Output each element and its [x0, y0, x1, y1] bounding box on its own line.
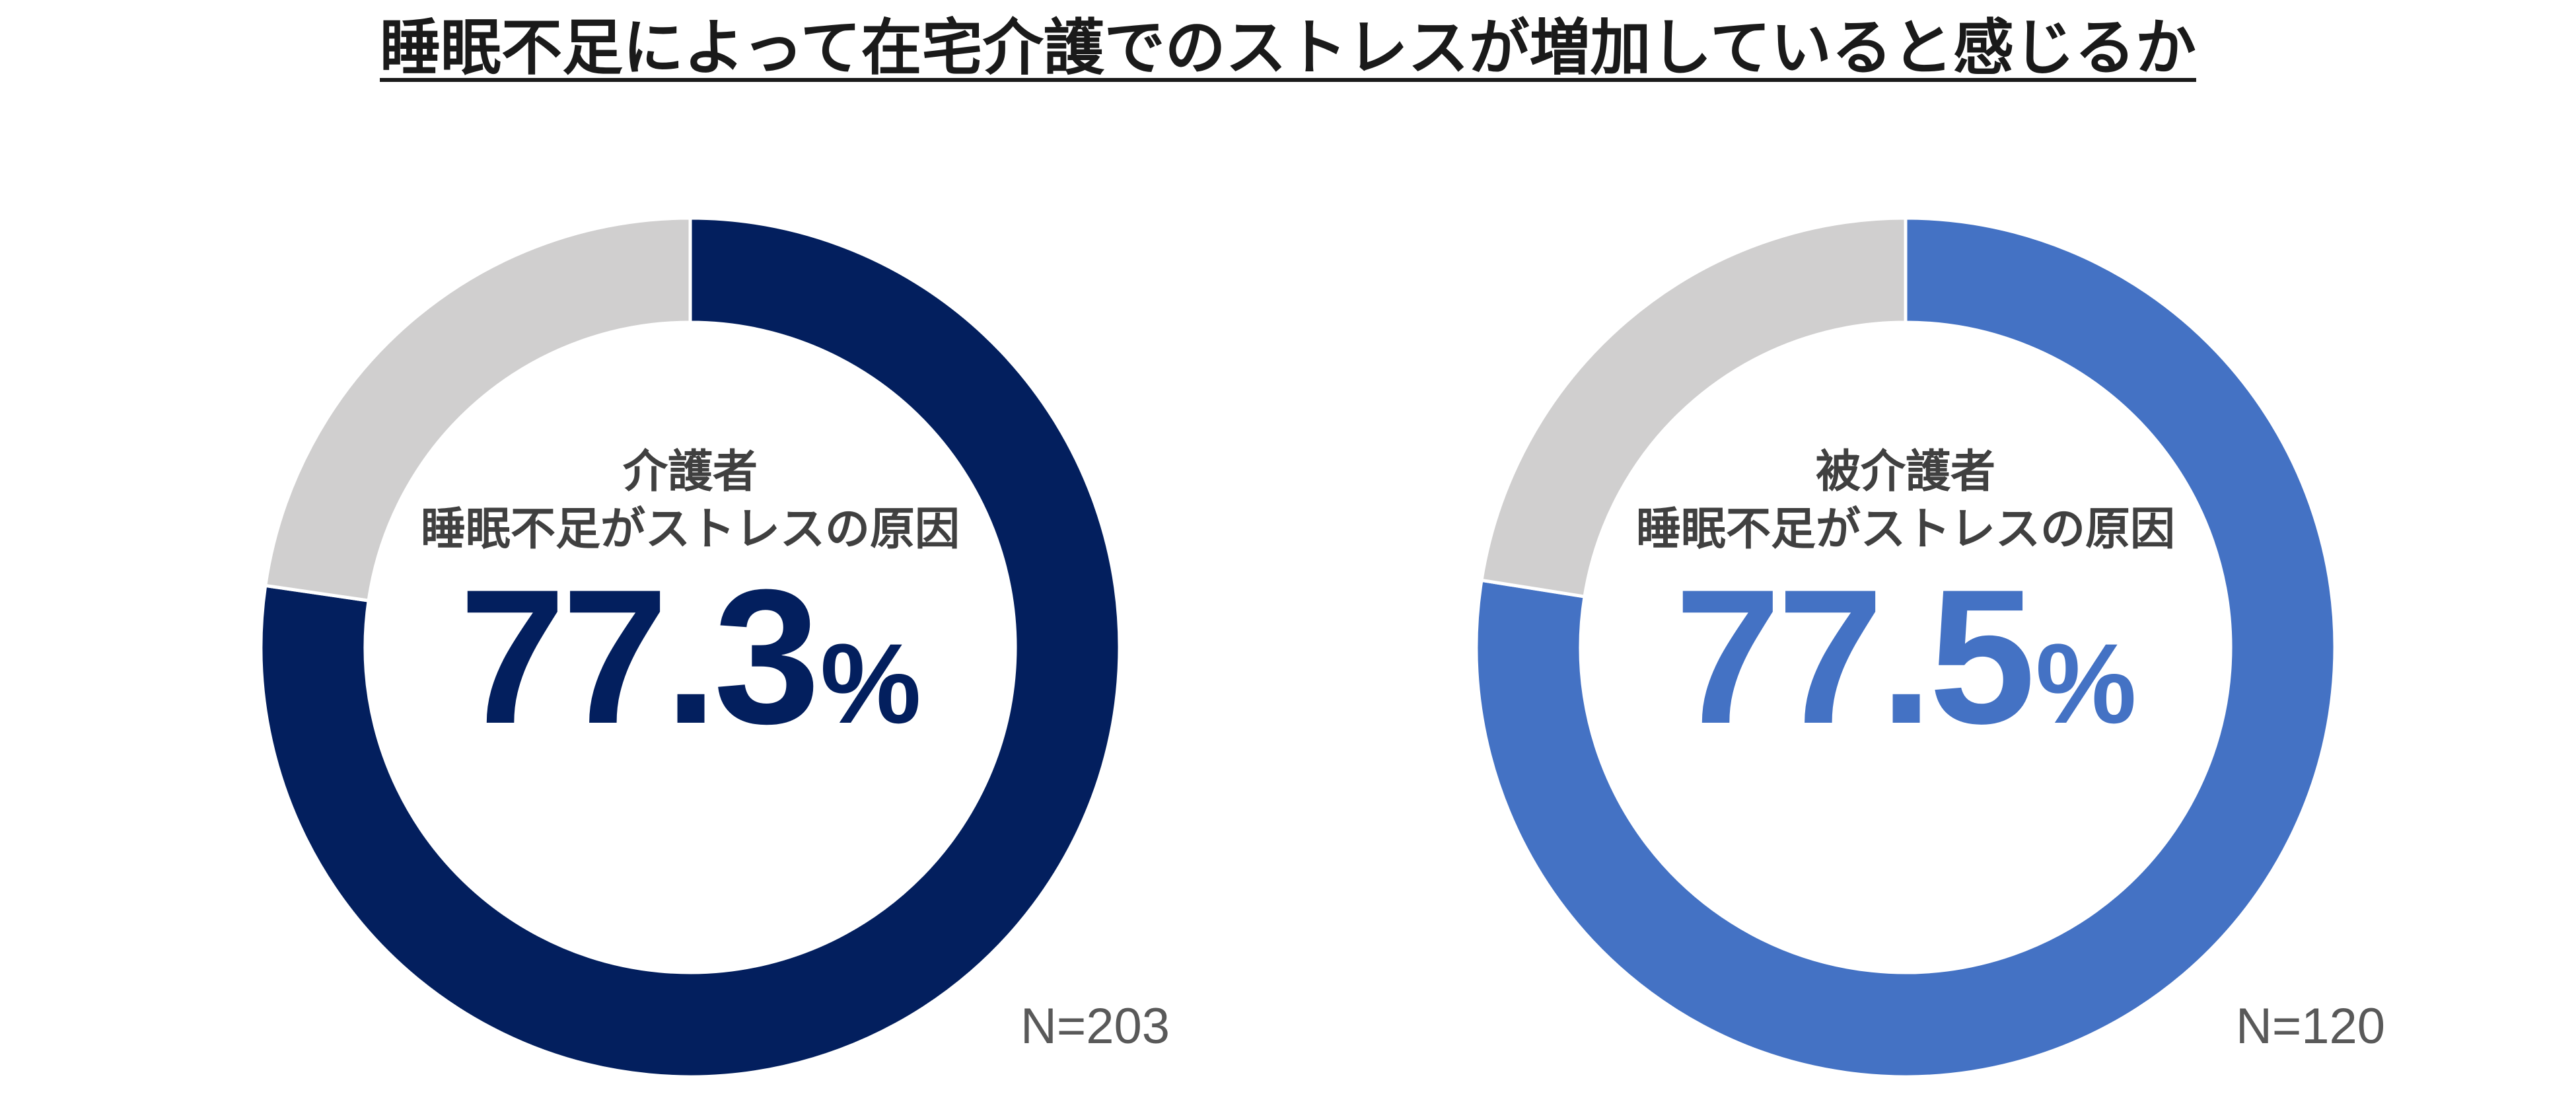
- donut-slice-yes: [259, 216, 1122, 1079]
- n-label-care-recipient: N=120: [2236, 998, 2386, 1054]
- chart-title: 睡眠不足によって在宅介護でのストレスが増加していると感じるか: [0, 12, 2576, 85]
- donut-chart-care-recipient: 被介護者 睡眠不足がストレスの原因 77.5 %: [1470, 211, 2342, 1083]
- donut-slice-other: [263, 216, 692, 603]
- donut-slice-other: [1480, 216, 1908, 599]
- donut-chart-caregiver: 介護者 睡眠不足がストレスの原因 77.3 %: [254, 211, 1126, 1083]
- n-label-caregiver: N=203: [1020, 998, 1170, 1054]
- donut-svg-caregiver: [259, 216, 1122, 1079]
- donut-svg-care-recipient: [1474, 216, 2337, 1079]
- donut-slice-yes: [1474, 216, 2337, 1079]
- chart-title-text: 睡眠不足によって在宅介護でのストレスが増加していると感じるか: [380, 13, 2196, 83]
